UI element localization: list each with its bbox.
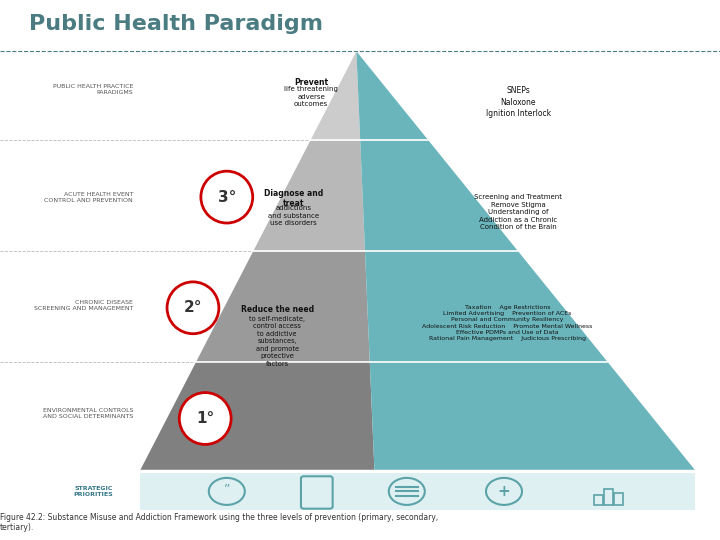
Text: ”: ” (224, 483, 230, 496)
Ellipse shape (167, 282, 219, 334)
Text: CHRONIC DISEASE
SCREENING AND MANAGEMENT: CHRONIC DISEASE SCREENING AND MANAGEMENT (34, 300, 133, 310)
Bar (604, 489, 613, 505)
FancyBboxPatch shape (140, 472, 695, 510)
Text: to self-medicate,
control access
to addictive
substances,
and promote
protective: to self-medicate, control access to addi… (249, 316, 305, 367)
Text: Taxation    Age Restrictions
Limited Advertising    Prevention of ACEs
Personal : Taxation Age Restrictions Limited Advert… (423, 305, 593, 341)
Polygon shape (196, 251, 370, 362)
Ellipse shape (201, 171, 253, 223)
Polygon shape (310, 51, 360, 140)
Polygon shape (140, 362, 374, 470)
Text: Screening and Treatment
Remove Stigma
Understanding of
Addiction as a Chronic
Co: Screening and Treatment Remove Stigma Un… (474, 194, 562, 231)
Text: 2°: 2° (184, 300, 202, 315)
Polygon shape (356, 51, 428, 140)
Bar (614, 493, 623, 505)
Ellipse shape (179, 393, 231, 444)
Text: ACUTE HEALTH EVENT
CONTROL AND PREVENTION: ACUTE HEALTH EVENT CONTROL AND PREVENTIO… (45, 192, 133, 202)
Text: addictions
and substance
use disorders: addictions and substance use disorders (268, 205, 320, 226)
Text: 1°: 1° (196, 411, 215, 426)
Text: Diagnose and
treat: Diagnose and treat (264, 189, 323, 208)
Text: Figure 42.2: Substance Misuse and Addiction Framework using the three levels of : Figure 42.2: Substance Misuse and Addict… (0, 513, 438, 532)
Text: SNEPs
Naloxone
Ignition Interlock: SNEPs Naloxone Ignition Interlock (486, 86, 551, 118)
Text: +: + (498, 484, 510, 499)
Text: ENVIRONMENTAL CONTROLS
AND SOCIAL DETERMINANTS: ENVIRONMENTAL CONTROLS AND SOCIAL DETERM… (42, 408, 133, 418)
Polygon shape (253, 140, 365, 251)
Text: life threatening
adverse
outcomes: life threatening adverse outcomes (284, 86, 338, 107)
Bar (594, 495, 603, 505)
Polygon shape (370, 362, 695, 470)
Text: 3°: 3° (217, 190, 236, 205)
Text: Public Health Paradigm: Public Health Paradigm (29, 14, 323, 33)
Text: PUBLIC HEALTH PRACTICE
PARADIGMS: PUBLIC HEALTH PRACTICE PARADIGMS (53, 84, 133, 94)
Text: Prevent: Prevent (294, 78, 328, 87)
Polygon shape (365, 251, 608, 362)
Polygon shape (360, 140, 518, 251)
Text: STRATEGIC
PRIORITIES: STRATEGIC PRIORITIES (73, 486, 114, 497)
Text: Reduce the need: Reduce the need (240, 305, 314, 314)
